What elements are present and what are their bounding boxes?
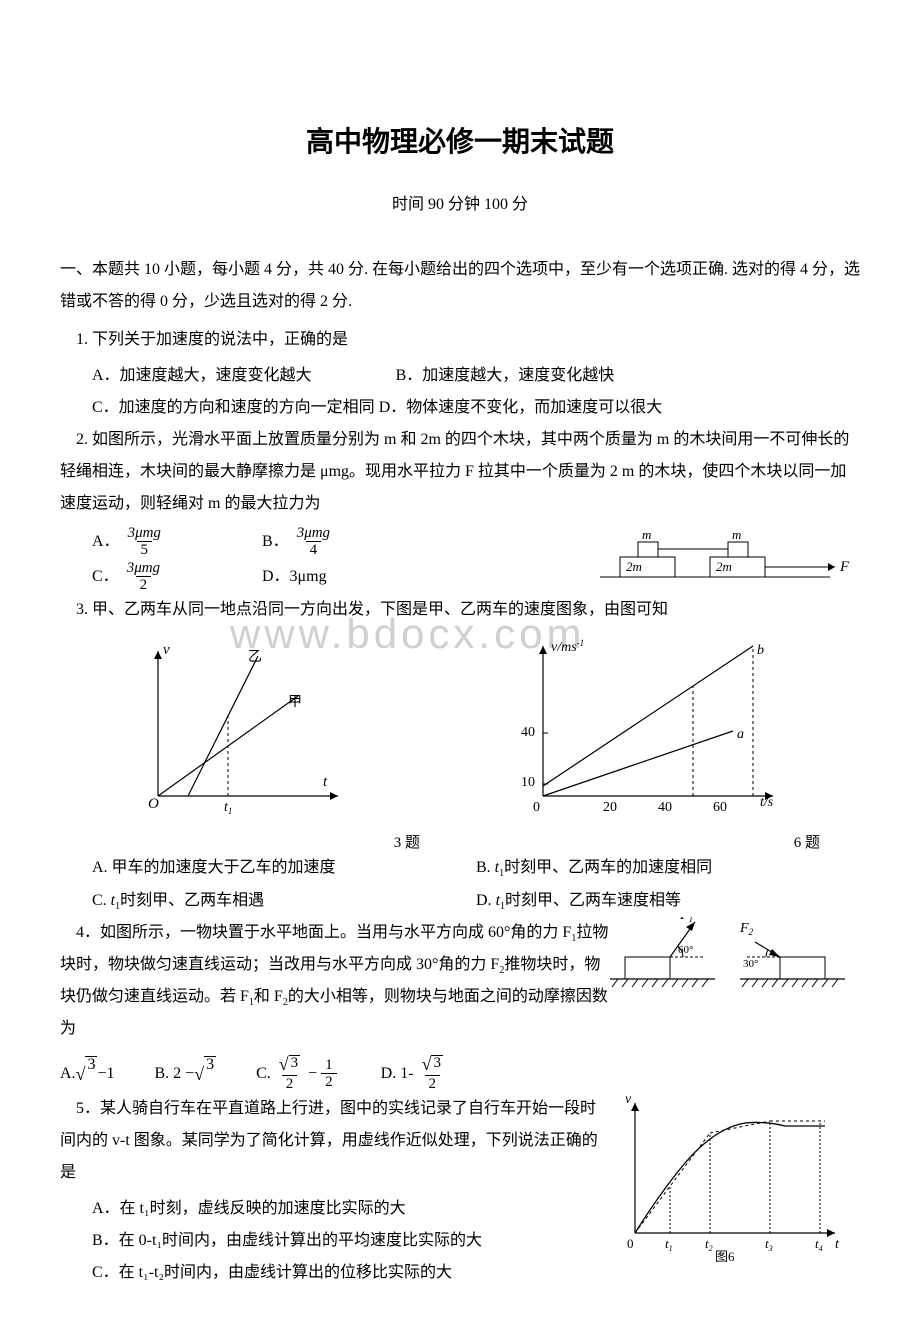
svg-text:40: 40 <box>658 800 672 815</box>
page-title: 高中物理必修一期末试题 <box>60 120 860 160</box>
q5-diagram: v t 0 t1 t2 t3 t4 图6 <box>610 1093 860 1289</box>
q2-opt-b: B． 3μmg4 <box>262 524 432 559</box>
svg-text:10: 10 <box>521 775 535 790</box>
svg-text:40: 40 <box>521 725 535 740</box>
svg-text:F: F <box>839 559 850 575</box>
q1-opt-c: C．加速度的方向和速度的方向一定相同 <box>92 399 375 416</box>
q3-opt-d: D. t1时刻甲、乙两车速度相等 <box>476 885 860 917</box>
svg-text:t: t <box>323 774 328 790</box>
svg-text:t: t <box>835 1237 840 1252</box>
svg-text:O: O <box>148 796 159 812</box>
q4-opt-b: B. 2 − √3 <box>154 1056 216 1092</box>
svg-text:60: 60 <box>713 800 727 815</box>
q3-caption-right: 6 题 <box>500 831 820 852</box>
svg-text:60°: 60° <box>678 944 693 956</box>
q5-opt-a: A．在 t₁时刻，虚线反映的加速度比实际的大 <box>60 1193 610 1225</box>
svg-text:m: m <box>642 527 651 542</box>
q4-opt-c: C. √32 − 12 <box>256 1055 341 1092</box>
q3-chart-left: v t O t1 甲 乙 <box>128 636 368 821</box>
svg-text:t3: t3 <box>765 1236 773 1253</box>
svg-text:v: v <box>163 642 170 658</box>
q2-opt-a: A． 3μmg5 <box>92 524 262 559</box>
q1-opt-a: A．加速度越大，速度变化越大 <box>92 360 312 392</box>
q1-opt-d: D．物体速度不变化，而加速度可以很大 <box>379 399 663 416</box>
svg-text:2m: 2m <box>626 559 642 574</box>
q2-diagram: m m 2m 2m F <box>600 527 860 592</box>
q5-opt-b: B．在 0-t₁时间内，由虚线计算出的平均速度比实际的大 <box>60 1225 610 1257</box>
question-5: 5．某人骑自行车在平直道路上行进，图中的实线记录了自行车开始一段时间内的 v-t… <box>60 1093 610 1189</box>
q1-options-row2: C．加速度的方向和速度的方向一定相同 D．物体速度不变化，而加速度可以很大 <box>60 392 860 424</box>
q4-opt-d: D. 1- √32 <box>381 1055 451 1092</box>
q2-options: A． 3μmg5 B． 3μmg4 C． 3μmg2 D．3μmg <box>60 524 600 594</box>
svg-text:F2: F2 <box>739 921 754 937</box>
svg-text:t2: t2 <box>705 1236 713 1253</box>
svg-text:乙: 乙 <box>248 649 262 665</box>
svg-text:v: v <box>625 1093 632 1107</box>
svg-text:t/s: t/s <box>760 795 774 810</box>
svg-text:甲: 甲 <box>288 695 302 710</box>
q3-opt-a: A. 甲车的加速度大于乙车的加速度 <box>92 852 476 884</box>
question-4: 4．如图所示，一物块置于水平地面上。当用与水平方向成 60°角的力 F1拉物块时… <box>60 917 610 1046</box>
q4-options: A. √3 −1 B. 2 − √3 C. √32 − 12 D. 1- √32 <box>60 1055 610 1092</box>
question-2: 2. 如图所示，光滑水平面上放置质量分别为 m 和 2m 的四个木块，其中两个质… <box>60 424 860 520</box>
q2-opt-d: D．3μmg <box>262 559 432 594</box>
q3-chart-right: v/ms-1 b a 0 20 40 60 t/s 10 40 <box>503 636 793 821</box>
q3-opt-c: C. t1时刻甲、乙两车相遇 <box>92 885 476 917</box>
svg-text:t4: t4 <box>815 1236 823 1253</box>
svg-text:2m: 2m <box>716 559 732 574</box>
svg-text:图6: 图6 <box>715 1249 735 1263</box>
section-heading: 一、本题共 10 小题，每小题 4 分，共 40 分. 在每小题给出的四个选项中… <box>60 254 860 318</box>
q3-caption-left: 3 题 <box>100 831 420 852</box>
q2-opt-c: C． 3μmg2 <box>92 559 262 594</box>
svg-text:0: 0 <box>627 1236 634 1251</box>
q3-opt-b: B. t1时刻甲、乙两车的加速度相同 <box>476 852 860 884</box>
question-1: 1. 下列关于加速度的说法中，正确的是 <box>60 324 860 356</box>
svg-text:t1: t1 <box>665 1236 673 1253</box>
svg-text:v/ms-1: v/ms-1 <box>551 638 584 655</box>
question-3: 3. 甲、乙两车从同一地点沿同一方向出发，下图是甲、乙两车的速度图象，由图可知 <box>60 594 860 626</box>
q5-opt-c: C．在 t₁-t₂时间内，由虚线计算出的位移比实际的大 <box>60 1257 610 1289</box>
q4-diagram: 60° F1 30° F2 <box>610 917 860 1093</box>
svg-text:b: b <box>757 643 764 658</box>
svg-text:a: a <box>737 727 744 742</box>
svg-text:30°: 30° <box>743 958 758 970</box>
q1-opt-b: B．加速度越大，速度变化越快 <box>396 367 615 384</box>
q4-opt-a: A. √3 −1 <box>60 1056 114 1092</box>
svg-text:F1: F1 <box>679 917 693 924</box>
svg-text:20: 20 <box>603 800 617 815</box>
svg-text:m: m <box>732 527 741 542</box>
q1-options-row1: A．加速度越大，速度变化越大 B．加速度越大，速度变化越快 <box>60 360 860 392</box>
svg-text:t1: t1 <box>224 800 232 816</box>
page-subtitle: 时间 90 分钟 100 分 <box>60 190 860 214</box>
svg-text:0: 0 <box>533 800 540 815</box>
